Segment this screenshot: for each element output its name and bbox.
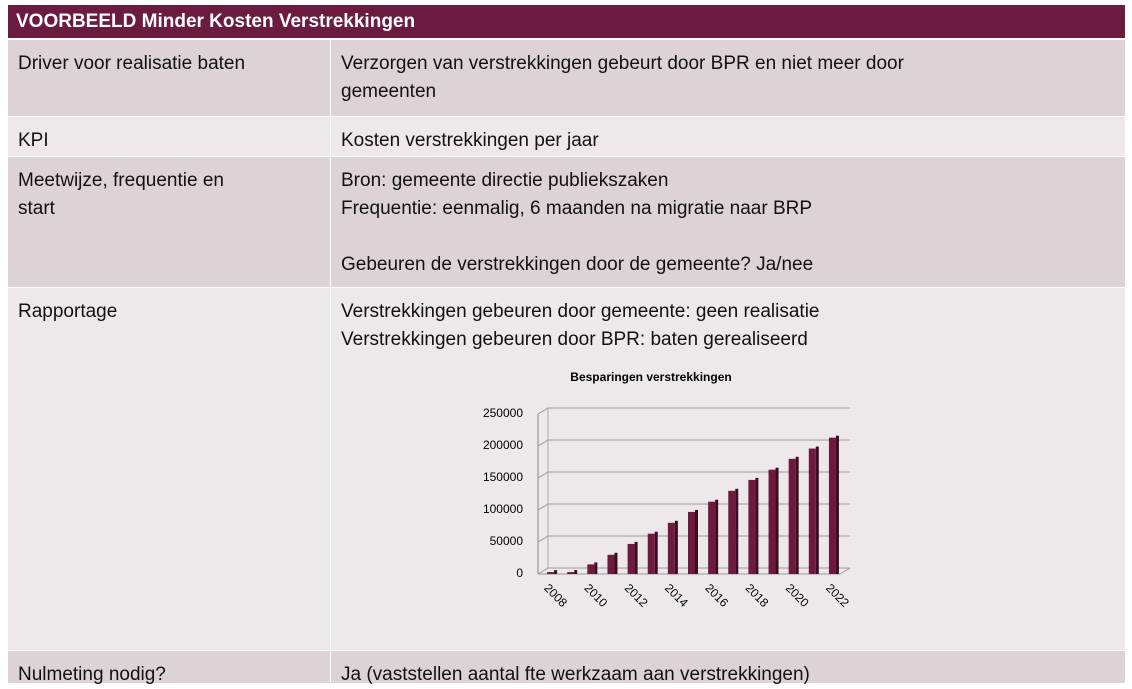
bar-side xyxy=(574,570,578,574)
bar-side xyxy=(715,499,719,574)
grid-line xyxy=(537,503,850,511)
bar-side xyxy=(634,541,638,574)
text-line: Verstrekkingen gebeuren door BPR: baten … xyxy=(341,329,808,350)
text-line: Kosten verstrekkingen per jaar xyxy=(341,130,599,151)
row-label: KPI xyxy=(8,117,330,156)
y-tick-label: 250000 xyxy=(483,406,523,420)
x-tick-label: 2014 xyxy=(662,581,691,610)
grid-line xyxy=(537,407,850,415)
text-line: Driver voor realisatie baten xyxy=(18,53,246,74)
text-line: Verstrekkingen gebeuren door gemeente: g… xyxy=(341,301,820,322)
bar-side xyxy=(815,446,819,574)
row-label: Driver voor realisatie baten xyxy=(8,40,330,116)
text-line: KPI xyxy=(18,130,49,151)
bar xyxy=(808,448,816,574)
bar-side xyxy=(755,477,759,574)
bar-side xyxy=(654,531,658,574)
text-line: start xyxy=(18,198,55,219)
grid-line xyxy=(537,471,850,479)
text-line: Gebeuren de verstrekkingen door de gemee… xyxy=(341,254,814,275)
bar xyxy=(587,564,595,574)
text-line: Verzorgen van verstrekkingen gebeurt doo… xyxy=(341,53,904,74)
bar-side xyxy=(614,552,618,574)
text-line: Bron: gemeente directie publiekszaken xyxy=(341,170,669,191)
text-line: Nulmeting nodig? xyxy=(18,664,166,685)
row-value: Verzorgen van verstrekkingen gebeurt doo… xyxy=(331,40,1125,116)
bar xyxy=(728,490,736,574)
x-tick-label: 2022 xyxy=(823,581,852,610)
bar xyxy=(667,522,675,574)
y-tick-label: 150000 xyxy=(483,470,523,484)
text-line: Rapportage xyxy=(18,301,118,322)
bar-side xyxy=(594,562,598,574)
table-row: Rapportage Verstrekkingen gebeuren door g… xyxy=(8,288,1125,650)
table-row: Nulmeting nodig? Ja (vaststellen aantal f… xyxy=(8,651,1125,685)
bar-side xyxy=(674,520,678,574)
row-value: Verstrekkingen gebeuren door gemeente: g… xyxy=(331,288,1125,650)
bar-side xyxy=(695,509,698,574)
grid-line xyxy=(537,439,850,447)
bar xyxy=(647,533,655,574)
row-value: Bron: gemeente directie publiekszaken Fre… xyxy=(331,157,1125,287)
bar xyxy=(627,543,635,574)
bar-side xyxy=(795,456,799,574)
row-label: Meetwijze, frequentie en start xyxy=(8,157,330,287)
x-tick-label: 2016 xyxy=(702,581,731,610)
x-tick-label: 2018 xyxy=(743,581,772,610)
text-line: gemeenten xyxy=(341,81,437,102)
y-tick-label: 100000 xyxy=(483,502,523,516)
x-tick-label: 2010 xyxy=(582,581,611,610)
x-tick-label: 2012 xyxy=(622,581,651,610)
x-tick-label: 2008 xyxy=(541,581,570,610)
row-value: Kosten verstrekkingen per jaar xyxy=(331,117,1125,156)
bar xyxy=(607,554,615,574)
row-label: Nulmeting nodig? xyxy=(8,651,330,685)
table-row: Driver voor realisatie baten Verzorgen va… xyxy=(8,40,1125,116)
row-label: Rapportage xyxy=(8,288,330,650)
row-value: Ja (vaststellen aantal fte werkzaam aan … xyxy=(331,651,1125,685)
bar-side xyxy=(735,488,739,574)
bar xyxy=(547,572,555,574)
bar xyxy=(567,572,575,574)
x-tick-label: 2020 xyxy=(783,581,812,610)
header-title: VOORBEELD Minder Kosten Verstrekkingen xyxy=(8,5,1125,38)
bar-side xyxy=(775,467,779,574)
bar xyxy=(788,458,796,574)
text-line: Meetwijze, frequentie en xyxy=(18,170,224,191)
text-line: Frequentie: eenmalig, 6 maanden na migra… xyxy=(341,198,813,219)
bar-side xyxy=(835,435,839,574)
bar xyxy=(768,469,776,574)
y-tick-label: 200000 xyxy=(483,438,523,452)
y-tick-label: 0 xyxy=(516,566,523,580)
bar xyxy=(688,511,695,574)
bar-side xyxy=(554,570,558,574)
table-row: Meetwijze, frequentie en start Bron: gemee… xyxy=(8,157,1125,287)
bar xyxy=(748,479,756,574)
floor xyxy=(538,567,851,575)
text-line: Ja (vaststellen aantal fte werkzaam aan … xyxy=(341,664,810,685)
bar xyxy=(708,501,716,574)
y-tick-label: 50000 xyxy=(490,534,524,548)
table-row: KPI Kosten verstrekkingen per jaar xyxy=(8,117,1125,156)
bar xyxy=(828,437,836,574)
chart-title: Besparingen verstrekkingen xyxy=(570,370,731,384)
